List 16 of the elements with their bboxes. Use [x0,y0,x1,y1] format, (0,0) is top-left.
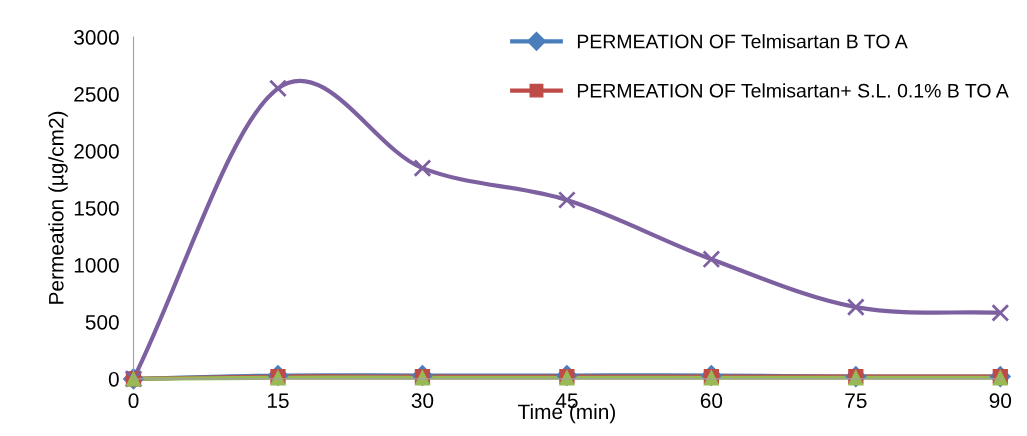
x-tick-label: 60 [700,393,723,409]
x-tick-label: 30 [411,393,434,409]
y-tick-label: 3000 [74,30,119,45]
x-tick-label: 75 [845,393,867,409]
y-tick-label: 500 [85,314,119,330]
x-tick-label: 90 [989,393,1012,409]
x-tick-label: 0 [128,393,139,409]
y-tick-label: 0 [108,371,119,387]
y-tick-label: 1000 [74,257,119,273]
legend-label: PERMEATION OF Telmisartan B TO A [577,34,908,49]
x-tick-label: 15 [267,393,289,409]
y-tick-label: 2000 [74,144,119,159]
y-tick-label: 1500 [74,200,119,216]
legend-label: PERMEATION OF Telmisartan+ S.L. 0.1% B TO A [577,83,1009,98]
y-axis-title: Permeation (µg/cm2) [48,111,68,304]
y-tick-label: 2500 [74,87,119,102]
